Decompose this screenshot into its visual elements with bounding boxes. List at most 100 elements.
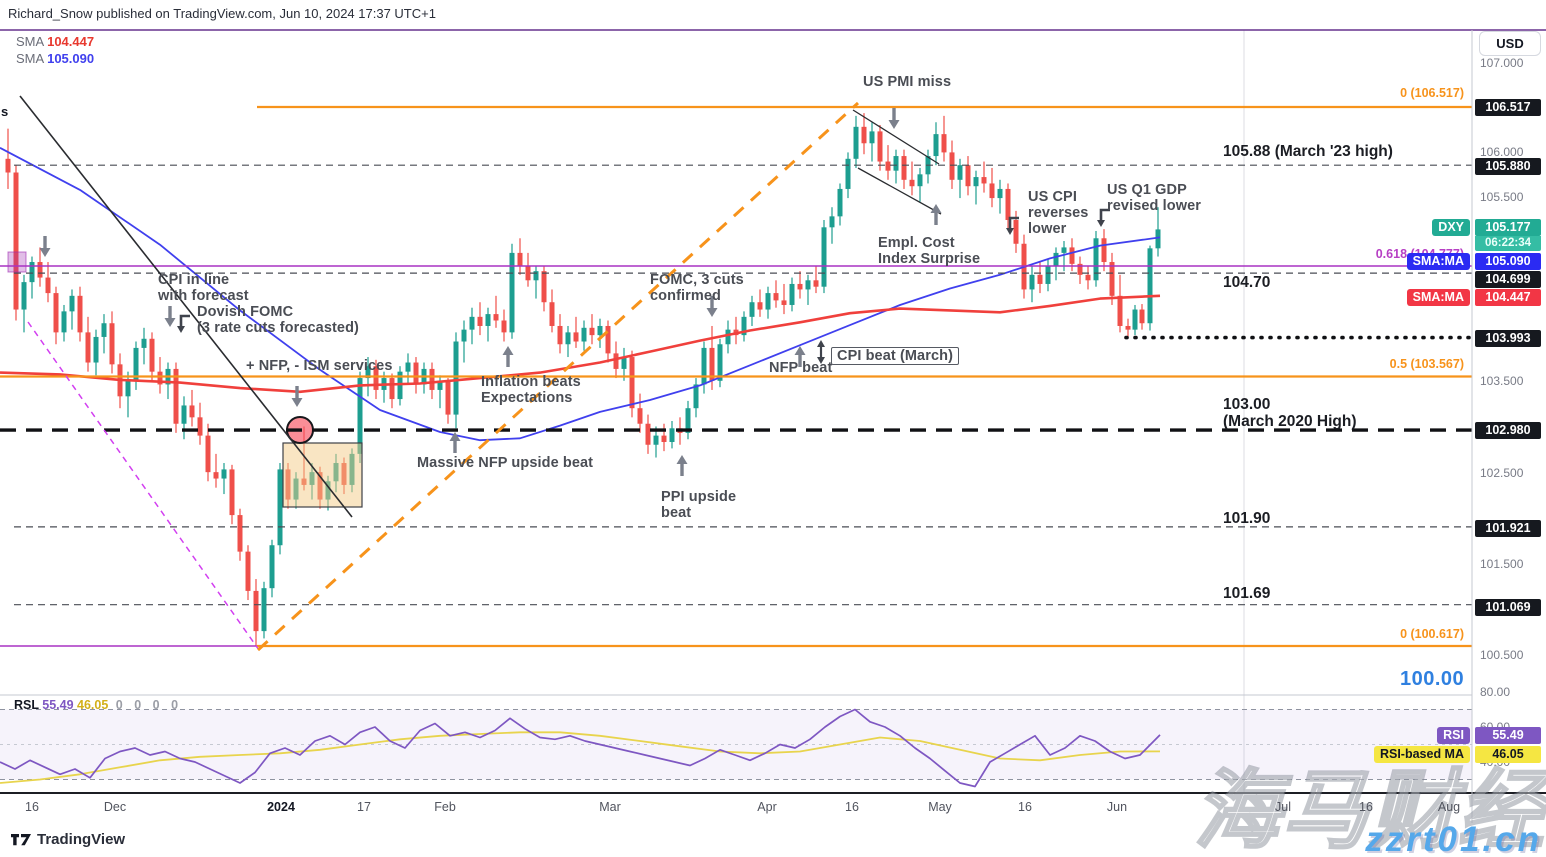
candle-body (1085, 274, 1091, 281)
trend-line (27, 321, 260, 651)
candle-body (469, 316, 475, 330)
up-arrow-icon (676, 455, 688, 476)
candle-body (1109, 262, 1115, 296)
candle-body (581, 327, 587, 342)
candle-body (77, 295, 83, 333)
candle-body (957, 165, 963, 180)
candle-body (685, 408, 691, 433)
candle-body (133, 347, 139, 381)
candle-body (373, 366, 379, 390)
up-arrow-icon (794, 346, 806, 367)
time-tick-label: May (928, 800, 952, 814)
candle-body (461, 329, 467, 342)
candle-body (1061, 247, 1067, 253)
candle-body (109, 323, 115, 365)
candle-body (589, 327, 595, 336)
candle-body (253, 590, 259, 632)
sma-fast-line (0, 294, 1161, 394)
candle-body (1053, 252, 1059, 266)
candle-body (1045, 265, 1051, 284)
candle-body (45, 277, 51, 294)
candle-body (181, 405, 187, 424)
candle-body (1005, 188, 1011, 221)
candle-body (1147, 248, 1153, 324)
purple-zone-box (7, 251, 27, 273)
time-tick-label: 17 (357, 800, 371, 814)
candle-body (125, 380, 131, 397)
candle-body (781, 300, 787, 305)
candle-body (93, 336, 99, 363)
candle-body (1069, 247, 1075, 264)
time-tick-label: Feb (434, 800, 456, 814)
candle-body (757, 302, 763, 310)
rsi-ma-line (0, 731, 1161, 784)
candle-body (525, 265, 531, 281)
candle-body (1093, 238, 1099, 281)
candle-body (845, 158, 851, 189)
candle-body (853, 126, 859, 159)
candle-body (541, 271, 547, 303)
candle-body (173, 368, 179, 424)
candle-body (893, 156, 899, 171)
candle-body (37, 262, 43, 278)
time-tick-label: Jun (1106, 800, 1128, 814)
time-axis[interactable]: 16 Dec 2024 17 Feb Mar Apr 16 May 16 Jun Jul 16 Aug (0, 794, 1546, 823)
candle-body (149, 338, 155, 372)
candle-body (765, 293, 771, 310)
rsi-line (0, 708, 1161, 788)
candle-body (557, 325, 563, 345)
candle-body (653, 435, 659, 445)
candle-body (21, 282, 27, 310)
candle-body (157, 371, 163, 385)
candle-body (13, 172, 19, 310)
candle-body (701, 347, 707, 385)
up-arrow-icon (449, 432, 461, 453)
candle-body (1013, 220, 1019, 244)
candle-body (5, 158, 11, 173)
down-arrow-icon (39, 236, 51, 257)
candle-body (485, 314, 491, 326)
candle-body (365, 366, 371, 379)
consolidation-box (282, 442, 363, 508)
candle-body (989, 183, 995, 199)
candle-body (1029, 274, 1035, 290)
time-tick-label: 16 (1018, 800, 1032, 814)
price-axis[interactable] (1473, 30, 1546, 793)
candle-body (509, 252, 515, 333)
candle-body (277, 469, 283, 546)
time-tick-label: 16 (25, 800, 39, 814)
time-tick-label: Mar (599, 800, 621, 814)
trend-line (857, 167, 942, 215)
candle-body (613, 353, 619, 369)
elbow-arrow-icon (1097, 208, 1110, 227)
up-arrow-icon (930, 204, 942, 225)
candle-body (533, 271, 539, 281)
currency-selector-button[interactable]: USD (1479, 31, 1541, 56)
candle-body (1132, 309, 1138, 330)
candle-body (69, 295, 75, 312)
down-arrow-icon (164, 306, 176, 327)
candle-body (357, 378, 363, 454)
candle-body (573, 332, 579, 342)
candle-body (429, 368, 435, 390)
candle-body (997, 188, 1003, 199)
candle-body (829, 216, 835, 228)
trend-line (852, 109, 940, 165)
candle-body (189, 405, 195, 418)
candle-body (933, 134, 939, 157)
candle-body (797, 283, 803, 290)
tradingview-logo[interactable]: TradingView (10, 831, 125, 848)
candle-body (877, 131, 883, 162)
candle-body (29, 262, 35, 283)
candle-body (549, 302, 555, 326)
candle-body (565, 332, 571, 345)
time-tick-label: Aug (1437, 800, 1461, 814)
candle-body (645, 423, 651, 445)
candlestick-series (5, 113, 1161, 646)
candle-body (213, 472, 219, 479)
candle-body (901, 156, 907, 180)
down-arrow-icon (291, 386, 303, 407)
candle-body (221, 469, 227, 479)
